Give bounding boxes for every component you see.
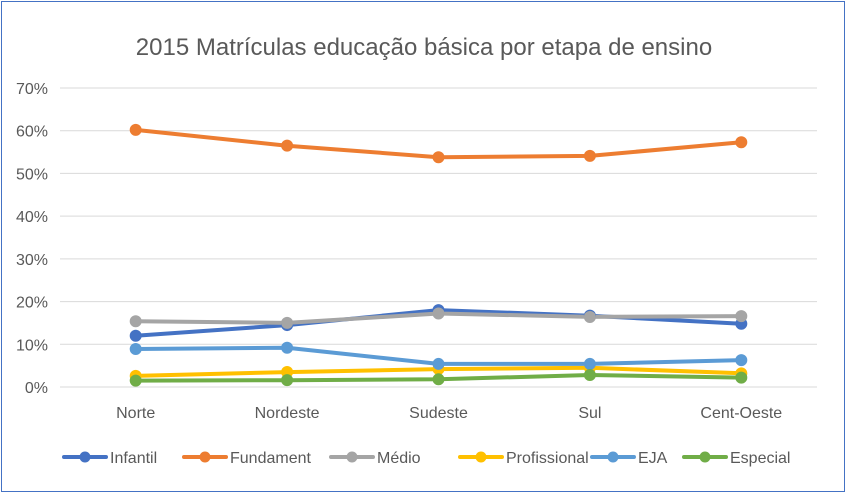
x-tick-label: Sudeste xyxy=(409,405,468,422)
legend-item: EJA xyxy=(590,450,668,467)
legend-label: Médio xyxy=(377,450,421,467)
legend-item: Profissional xyxy=(458,450,589,467)
legend-item: Fundament xyxy=(182,450,311,467)
series-lines xyxy=(133,127,744,383)
legend-label: EJA xyxy=(638,450,668,467)
data-point xyxy=(583,369,596,382)
x-tick-label: Sul xyxy=(578,405,601,422)
chart-title: 2015 Matrículas educação básica por etap… xyxy=(136,34,712,61)
data-point xyxy=(735,371,748,384)
y-tick-label: 20% xyxy=(16,295,48,312)
data-point xyxy=(432,307,445,320)
data-point xyxy=(281,316,294,329)
data-point xyxy=(129,123,142,136)
x-tick-label: Nordeste xyxy=(255,405,320,422)
data-point xyxy=(583,149,596,162)
legend-marker xyxy=(199,451,211,463)
legend-marker xyxy=(699,451,711,463)
data-point xyxy=(129,342,142,355)
series-points xyxy=(129,123,748,387)
data-point xyxy=(735,136,748,149)
data-point xyxy=(735,354,748,367)
x-axis-tick-labels: Norte Nordeste Sudeste Sul Cent-Oeste xyxy=(116,405,782,422)
data-point xyxy=(281,341,294,354)
y-tick-label: 30% xyxy=(16,252,48,269)
legend-item: Infantil xyxy=(62,450,157,467)
x-tick-label: Norte xyxy=(116,405,155,422)
legend-item: Médio xyxy=(329,450,421,467)
legend: Infantil Fundament Médio Profissional EJA Esp… xyxy=(62,450,790,467)
legend-item: Especial xyxy=(682,450,790,467)
y-tick-label: 10% xyxy=(16,337,48,354)
legend-marker xyxy=(475,451,487,463)
x-tick-label: Cent-Oeste xyxy=(700,405,782,422)
data-point xyxy=(129,329,142,342)
data-point xyxy=(432,373,445,386)
y-axis-tick-labels: 0% 10% 20% 30% 40% 50% 60% 70% xyxy=(16,81,48,397)
data-point xyxy=(129,315,142,328)
legend-label: Fundament xyxy=(230,450,311,467)
data-point xyxy=(281,139,294,152)
legend-marker xyxy=(607,451,619,463)
y-tick-label: 70% xyxy=(16,81,48,98)
data-point xyxy=(432,357,445,370)
data-point xyxy=(583,310,596,323)
y-tick-label: 0% xyxy=(25,380,48,397)
legend-marker xyxy=(346,451,358,463)
gridlines xyxy=(60,87,817,388)
data-point xyxy=(583,357,596,370)
legend-label: Infantil xyxy=(110,450,157,467)
y-tick-label: 40% xyxy=(16,209,48,226)
y-tick-label: 60% xyxy=(16,124,48,141)
data-point xyxy=(735,310,748,323)
legend-marker xyxy=(79,451,91,463)
data-point xyxy=(281,374,294,387)
y-tick-label: 50% xyxy=(16,166,48,183)
data-point xyxy=(129,374,142,387)
data-point xyxy=(432,151,445,164)
legend-label: Profissional xyxy=(506,450,589,467)
legend-label: Especial xyxy=(730,450,790,467)
